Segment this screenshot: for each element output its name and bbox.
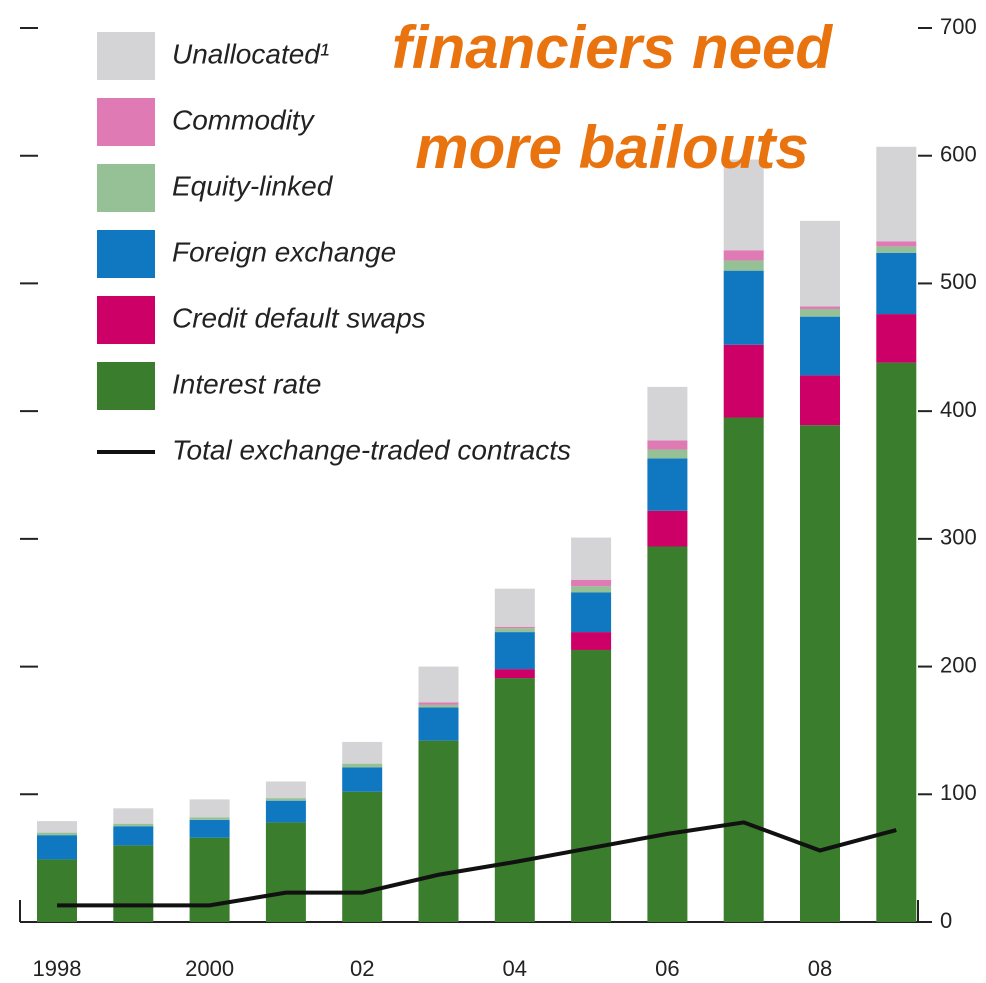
bar-segment: [723, 260, 764, 271]
bar-segment: [800, 316, 840, 376]
bar-segment: [800, 308, 840, 317]
bar-segment: [37, 835, 77, 860]
legend-swatch: [97, 32, 155, 80]
bar-segment: [189, 817, 230, 820]
bar-segment: [571, 649, 612, 922]
bar-segment: [494, 628, 535, 633]
y-tick-label: 0: [940, 908, 952, 933]
x-tick-label: 04: [503, 956, 527, 981]
bar-segment: [876, 314, 917, 363]
bar-segment: [647, 440, 688, 450]
y-tick-label: 600: [940, 142, 977, 167]
total-line: [57, 820, 897, 908]
bar-segment: [571, 592, 612, 633]
bar-segment: [265, 798, 306, 801]
legend-swatch: [97, 296, 155, 344]
legend-label: Commodity: [172, 104, 316, 135]
x-tick-label: 08: [808, 956, 832, 981]
x-tick-label: 1998: [33, 956, 82, 981]
bar-segment: [800, 425, 840, 922]
bar-segment: [342, 791, 383, 922]
bar-segment: [723, 250, 764, 261]
y-tick-label: 700: [940, 14, 977, 39]
bar-segment: [723, 159, 764, 251]
bar-segment: [647, 458, 688, 511]
bar-segment: [800, 375, 840, 426]
bar-segment: [876, 146, 917, 242]
bar-segment: [265, 822, 306, 922]
bar-segment: [647, 510, 688, 547]
bar-segment: [418, 704, 459, 708]
bar-segment: [418, 740, 459, 922]
bar-segment: [494, 588, 535, 627]
bar-segment: [647, 449, 688, 459]
bar-segment: [571, 579, 612, 587]
bar-segment: [265, 781, 306, 799]
bar-segment: [723, 270, 764, 345]
bar-segment: [189, 819, 230, 838]
x-tick-label: 06: [655, 956, 679, 981]
bar-segment: [418, 702, 459, 705]
bar-segment: [876, 252, 917, 315]
bar-segment: [647, 546, 688, 922]
annotation: financiers need: [392, 14, 834, 81]
bar-segment: [876, 362, 917, 922]
bar-segment: [113, 845, 154, 922]
bar-segment: [265, 800, 306, 823]
legend-swatch: [97, 164, 155, 212]
bar-segment: [37, 832, 77, 836]
bar-segment: [647, 386, 688, 441]
bar-segment: [342, 741, 383, 764]
y-tick-label: 100: [940, 780, 977, 805]
legend-label: Credit default swaps: [172, 302, 426, 333]
y-tick-label: 300: [940, 525, 977, 550]
bar-segment: [723, 344, 764, 418]
bar-segment: [800, 220, 840, 307]
bar-segment: [113, 826, 154, 846]
y-tick-label: 400: [940, 397, 977, 422]
bar-segment: [494, 626, 535, 629]
x-tick-label: 2000: [185, 956, 234, 981]
x-tick-label: 02: [350, 956, 374, 981]
bar-segment: [723, 417, 764, 922]
legend-label: Equity-linked: [172, 170, 334, 201]
bar-segment: [876, 241, 917, 247]
bar-segment: [113, 808, 154, 824]
legend-label: Interest rate: [172, 368, 321, 399]
bar-segment: [800, 306, 840, 309]
y-tick-label: 200: [940, 652, 977, 677]
legend-swatch: [97, 362, 155, 410]
legend-swatch: [97, 98, 155, 146]
bar-segment: [418, 707, 459, 741]
legend-label: Foreign exchange: [172, 236, 396, 267]
bar-segment: [494, 632, 535, 670]
legend-swatch: [97, 230, 155, 278]
bar-segment: [37, 859, 77, 922]
bar-segment: [418, 666, 459, 703]
bar-segment: [571, 586, 612, 593]
legend-label: Unallocated¹: [172, 38, 329, 69]
legend-label: Total exchange-traded contracts: [172, 434, 571, 465]
bar-segment: [189, 837, 230, 922]
bar-segment: [571, 537, 612, 580]
bar-segment: [189, 799, 230, 818]
bar-segment: [342, 763, 383, 768]
bar-segment: [342, 767, 383, 792]
bar-segment: [876, 246, 917, 253]
bar-segment: [494, 669, 535, 679]
y-tick-label: 500: [940, 269, 977, 294]
bar-segment: [37, 821, 77, 833]
bar-segment: [494, 678, 535, 922]
bar-segment: [571, 632, 612, 650]
annotation: more bailouts: [415, 114, 808, 181]
bar-segment: [113, 823, 154, 827]
